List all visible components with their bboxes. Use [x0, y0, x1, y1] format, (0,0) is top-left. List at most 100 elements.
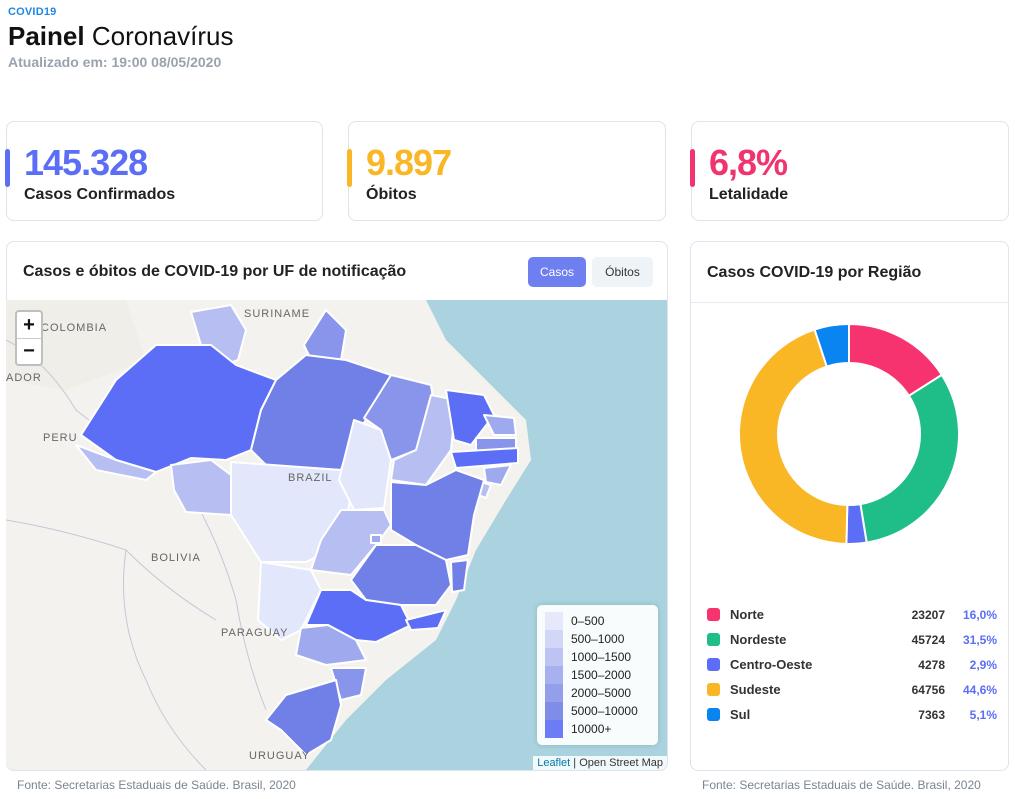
kpi-value: 6,8%	[709, 142, 788, 183]
page-header: COVID19 Painel Coronavírus Atualizado em…	[8, 6, 233, 70]
region-count: 45724	[911, 632, 945, 647]
region-percent: 16,0%	[962, 607, 997, 622]
map-label-colombia: COLOMBIA	[41, 322, 108, 334]
region-color-dot	[707, 608, 720, 621]
updated-timestamp: Atualizado em: 19:00 08/05/2020	[8, 54, 233, 70]
legend-label: 0–500	[571, 614, 605, 628]
legend-item: 0–500	[545, 612, 650, 630]
map-label-peru: PERU	[43, 432, 78, 444]
country-border	[123, 549, 207, 770]
region-count: 23207	[911, 607, 945, 622]
legend-label: 2000–5000	[571, 686, 632, 700]
page-title-bold: Painel	[8, 21, 85, 51]
legend-item: 1000–1500	[545, 648, 650, 666]
toggle-deaths-button[interactable]: Óbitos	[592, 257, 653, 287]
map-label-suriname: SURINAME	[244, 308, 311, 320]
legend-swatch	[545, 612, 563, 630]
donut-slice-sudeste[interactable]	[738, 328, 849, 545]
zoom-control: + −	[15, 310, 43, 366]
region-percent: 2,9%	[969, 657, 997, 672]
legend-item: 2000–5000	[545, 684, 650, 702]
legend-label: 10000+	[571, 722, 612, 736]
state-es	[450, 559, 469, 593]
legend-item: 500–1000	[545, 630, 650, 648]
legend-swatch	[545, 684, 563, 702]
legend-swatch	[545, 702, 563, 720]
region-count: 4278	[918, 657, 945, 672]
region-color-dot	[707, 658, 720, 671]
region-panel: Casos COVID-19 por Região Norte 23207 16,0…	[690, 241, 1009, 771]
region-name: Norte	[730, 607, 764, 622]
attribution-separator: |	[570, 757, 580, 769]
region-color-dot	[707, 683, 720, 696]
leaflet-link[interactable]: Leaflet	[537, 757, 571, 769]
region-source-note: Fonte: Secretarias Estaduais de Saúde. B…	[702, 778, 981, 792]
donut-chart	[691, 302, 1009, 572]
state-mg	[350, 544, 452, 606]
state-pr	[295, 624, 367, 666]
map-label-uruguay: URUGUAY	[249, 750, 311, 762]
state-ce	[445, 389, 495, 446]
kpi-accent-bar	[5, 149, 10, 187]
map-label-brazil: BRAZIL	[288, 472, 333, 484]
legend-item: 5000–10000	[545, 702, 650, 720]
country-border	[6, 519, 217, 621]
region-name: Centro-Oeste	[730, 657, 813, 672]
region-panel-title: Casos COVID-19 por Região	[707, 264, 922, 281]
kpi-accent-bar	[690, 149, 695, 187]
osm-link[interactable]: Open Street Map	[579, 757, 663, 769]
kpi-value: 9.897	[366, 142, 452, 183]
region-row: Sudeste 64756 44,6%	[707, 677, 997, 702]
updated-value: 19:00 08/05/2020	[111, 54, 222, 70]
kpi-label: Letalidade	[709, 186, 789, 203]
map-label-bolivia: BOLIVIA	[151, 552, 201, 564]
state-go	[310, 509, 392, 576]
state-rs	[265, 679, 342, 756]
donut-slice-sul[interactable]	[813, 322, 850, 368]
state-ac	[75, 444, 157, 481]
header-tag: COVID19	[8, 6, 57, 18]
donut-slice-nordeste[interactable]	[859, 373, 960, 544]
kpi-label: Óbitos	[366, 186, 417, 203]
map-attribution: Leaflet | Open Street Map	[533, 756, 667, 770]
region-legend: Norte 23207 16,0% Nordeste 45724 31,5% Centr…	[707, 602, 997, 727]
region-color-dot	[707, 633, 720, 646]
legend-label: 5000–10000	[571, 704, 638, 718]
legend-swatch	[545, 648, 563, 666]
kpi-label: Casos Confirmados	[24, 186, 176, 203]
state-al	[483, 464, 512, 486]
region-row: Sul 7363 5,1%	[707, 702, 997, 727]
region-name: Nordeste	[730, 632, 787, 647]
zoom-out-button[interactable]: −	[17, 338, 41, 364]
legend-item: 10000+	[545, 720, 650, 738]
region-row: Norte 23207 16,0%	[707, 602, 997, 627]
map-label-paraguay: PARAGUAY	[221, 627, 289, 639]
region-percent: 5,1%	[969, 707, 997, 722]
zoom-in-button[interactable]: +	[23, 313, 35, 336]
map-panel-title: Casos e óbitos de COVID-19 por UF de not…	[23, 263, 407, 280]
state-sp	[305, 589, 412, 643]
toggle-cases-button[interactable]: Casos	[528, 257, 586, 287]
donut-svg	[738, 322, 960, 545]
choropleth-map[interactable]: COLOMBIA SURINAME ADOR PERU BRAZIL BOLIV…	[6, 300, 667, 770]
region-name: Sul	[730, 707, 751, 722]
state-rn	[483, 414, 517, 436]
kpi-card-cases: 145.328 Casos Confirmados	[5, 121, 323, 221]
region-count: 7363	[918, 707, 945, 722]
legend-label: 500–1000	[571, 632, 625, 646]
region-percent: 44,6%	[962, 682, 997, 697]
region-count: 64756	[911, 682, 945, 697]
map-source-note: Fonte: Secretarias Estaduais de Saúde. B…	[17, 778, 296, 792]
updated-label: Atualizado em:	[8, 54, 108, 70]
region-percent: 31,5%	[962, 632, 997, 647]
kpi-card-lethality: 6,8% Letalidade	[690, 121, 1009, 221]
legend-label: 1000–1500	[571, 650, 632, 664]
map-label-ecuador: ADOR	[6, 372, 42, 384]
kpi-accent-bar	[347, 149, 352, 187]
panel-divider	[691, 302, 1008, 303]
state-ba	[390, 469, 485, 561]
legend-swatch	[545, 720, 563, 738]
page-title-rest: Coronavírus	[91, 21, 234, 51]
region-row: Nordeste 45724 31,5%	[707, 627, 997, 652]
state-df	[370, 534, 382, 544]
